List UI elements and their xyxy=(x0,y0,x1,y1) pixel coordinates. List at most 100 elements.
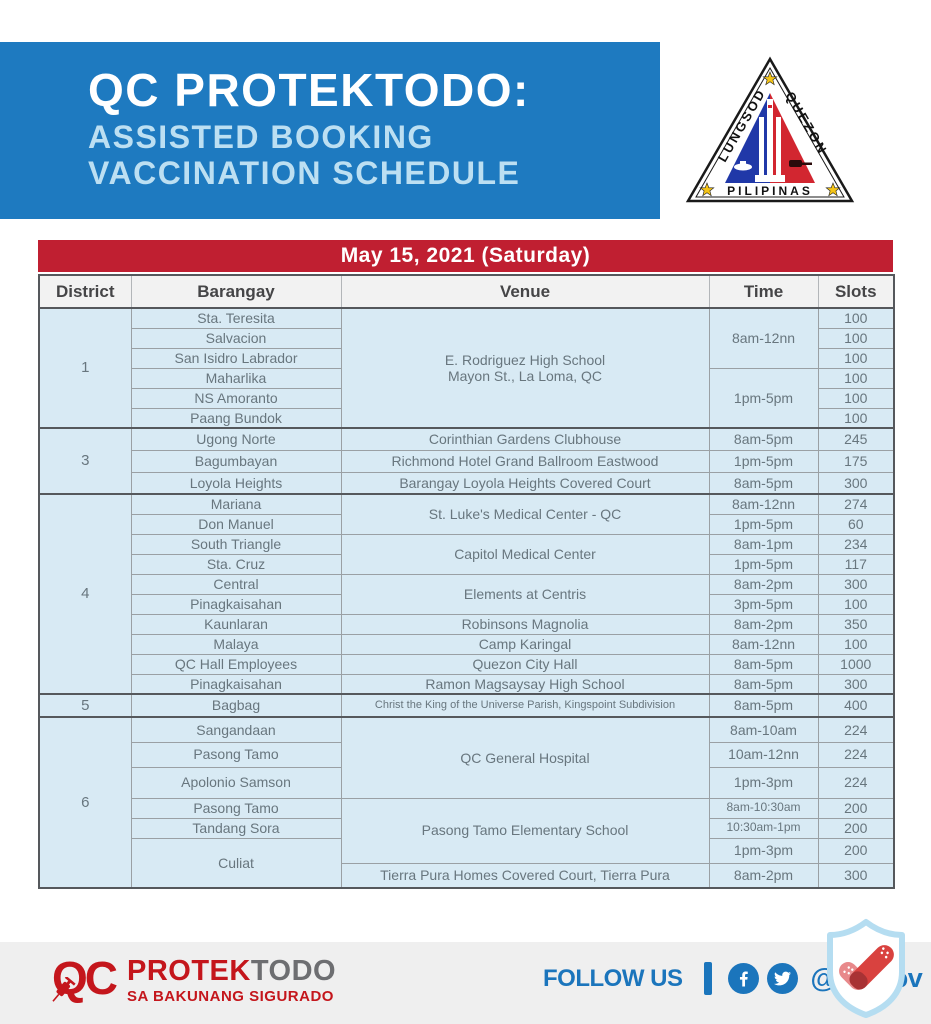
barangay-cell: Bagbag xyxy=(130,693,342,718)
slots-cell: 300 xyxy=(817,673,895,695)
brand-protektodo: PROTEKTODO xyxy=(127,957,336,986)
col-header-time: Time xyxy=(708,274,819,309)
venue-cell: Robinsons Magnolia xyxy=(340,613,710,635)
venue-cell: Camp Karingal xyxy=(340,633,710,655)
slots-cell: 245 xyxy=(817,427,895,451)
venue-cell: Tierra Pura Homes Covered Court, Tierra … xyxy=(340,862,710,889)
barangay-cell: Central xyxy=(130,573,342,595)
barangay-cell: San Isidro Labrador xyxy=(130,347,342,369)
col-header-barangay: Barangay xyxy=(130,274,342,309)
page-title: QC PROTEKTODO: xyxy=(88,64,530,116)
time-cell: 8am-10:30am xyxy=(708,797,819,819)
syringe-icon xyxy=(52,977,76,1002)
barangay-cell: Pinagkaisahan xyxy=(130,593,342,615)
district-cell: 4 xyxy=(38,493,132,695)
social-bar: FOLLOW US @QCgov xyxy=(543,962,923,995)
time-cell: 8am-5pm xyxy=(708,673,819,695)
slots-cell: 300 xyxy=(817,573,895,595)
slots-cell: 224 xyxy=(817,741,895,768)
slots-cell: 200 xyxy=(817,797,895,819)
venue-cell: Pasong Tamo Elementary School xyxy=(340,797,710,864)
venue-cell: E. Rodriguez High School Mayon St., La L… xyxy=(340,307,710,429)
barangay-cell: Bagumbayan xyxy=(130,449,342,473)
barangay-cell: Loyola Heights xyxy=(130,471,342,495)
time-cell: 1pm-5pm xyxy=(708,513,819,535)
venue-cell: Elements at Centris xyxy=(340,573,710,615)
slots-cell: 400 xyxy=(817,693,895,718)
time-cell: 1pm-3pm xyxy=(708,837,819,864)
time-cell: 8am-12nn xyxy=(708,307,819,369)
venue-cell: Quezon City Hall xyxy=(340,653,710,675)
venue-cell: Barangay Loyola Heights Covered Court xyxy=(340,471,710,495)
barangay-cell: Tandang Sora xyxy=(130,817,342,839)
venue-cell: QC General Hospital xyxy=(340,716,710,799)
seal-svg: LUNGSOD QUEZON PILIPINAS xyxy=(685,56,855,203)
barangay-cell: Maharlika xyxy=(130,367,342,389)
time-cell: 8am-2pm xyxy=(708,613,819,635)
venue-cell: Christ the King of the Universe Parish, … xyxy=(340,693,710,718)
district-cell: 6 xyxy=(38,716,132,889)
barangay-cell: Apolonio Samson xyxy=(130,766,342,799)
facebook-icon xyxy=(728,963,760,994)
shield-check-icon xyxy=(824,918,908,1023)
district-cell: 1 xyxy=(38,307,132,429)
col-header-district: District xyxy=(38,274,132,309)
slots-cell: 100 xyxy=(817,347,895,369)
slots-cell: 200 xyxy=(817,817,895,839)
barangay-cell: NS Amoranto xyxy=(130,387,342,409)
venue-cell: Capitol Medical Center xyxy=(340,533,710,575)
slots-cell: 175 xyxy=(817,449,895,473)
venue-cell: St. Luke's Medical Center - QC xyxy=(340,493,710,535)
seal-bottom-text: PILIPINAS xyxy=(727,184,813,198)
schedule-body: 1 Sta. Teresita E. Rodriguez High School M… xyxy=(38,307,895,889)
venue-cell: Corinthian Gardens Clubhouse xyxy=(340,427,710,451)
time-cell: 1pm-3pm xyxy=(708,766,819,799)
hero-banner: QC PROTEKTODO: ASSISTED BOOKING VACCINAT… xyxy=(0,42,660,219)
schedule-table: District Barangay Venue Time Slots 1 Sta.… xyxy=(38,274,895,889)
brand-wordmark: PROTEKTODO SA BAKUNANG SIGURADO xyxy=(127,957,336,1006)
schedule-section: May 15, 2021 (Saturday) District Baranga… xyxy=(38,240,895,889)
time-cell: 8am-12nn xyxy=(708,493,819,515)
time-cell: 1pm-5pm xyxy=(708,449,819,473)
twitter-icon xyxy=(767,963,799,994)
barangay-cell: Salvacion xyxy=(130,327,342,349)
qc-protektodo-logo: QC PROTEKTODO SA BAKUNANG SIGURADO xyxy=(52,955,336,1005)
barangay-cell: Sta. Teresita xyxy=(130,307,342,329)
time-cell: 10:30am-1pm xyxy=(708,817,819,839)
barangay-cell: Pinagkaisahan xyxy=(130,673,342,695)
schedule-table-head: District Barangay Venue Time Slots xyxy=(38,274,895,309)
barangay-cell: Don Manuel xyxy=(130,513,342,535)
barangay-cell: Pasong Tamo xyxy=(130,797,342,819)
time-cell: 8am-1pm xyxy=(708,533,819,555)
barangay-cell: Kaunlaran xyxy=(130,613,342,635)
slots-cell: 300 xyxy=(817,862,895,889)
col-header-slots: Slots xyxy=(817,274,895,309)
time-cell: 1pm-5pm xyxy=(708,553,819,575)
time-cell: 8am-5pm xyxy=(708,653,819,675)
subtitle-line-2: VACCINATION SCHEDULE xyxy=(88,155,521,192)
time-cell: 1pm-5pm xyxy=(708,367,819,429)
brand-tagline: SA BAKUNANG SIGURADO xyxy=(127,988,334,1005)
slots-cell: 274 xyxy=(817,493,895,515)
slots-cell: 100 xyxy=(817,387,895,409)
slots-cell: 224 xyxy=(817,766,895,799)
slots-cell: 200 xyxy=(817,837,895,864)
barangay-cell: South Triangle xyxy=(130,533,342,555)
barangay-cell: Pasong Tamo xyxy=(130,741,342,768)
time-cell: 8am-12nn xyxy=(708,633,819,655)
barangay-cell: Paang Bundok xyxy=(130,407,342,429)
district-cell: 5 xyxy=(38,693,132,718)
slots-cell: 100 xyxy=(817,633,895,655)
barangay-cell: QC Hall Employees xyxy=(130,653,342,675)
time-cell: 3pm-5pm xyxy=(708,593,819,615)
date-header: May 15, 2021 (Saturday) xyxy=(38,240,893,272)
barangay-cell: Sta. Cruz xyxy=(130,553,342,575)
col-header-venue: Venue xyxy=(340,274,710,309)
slots-cell: 1000 xyxy=(817,653,895,675)
time-cell: 8am-5pm xyxy=(708,693,819,718)
time-cell: 8am-5pm xyxy=(708,471,819,495)
venue-cell: Richmond Hotel Grand Ballroom Eastwood xyxy=(340,449,710,473)
slots-cell: 60 xyxy=(817,513,895,535)
barangay-cell: Mariana xyxy=(130,493,342,515)
